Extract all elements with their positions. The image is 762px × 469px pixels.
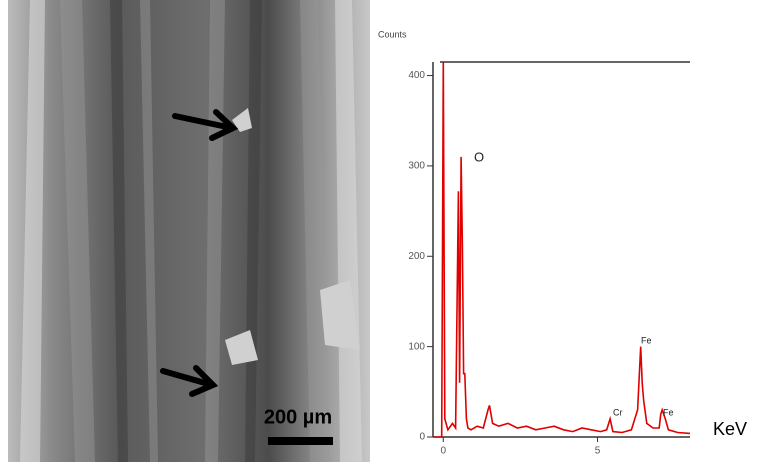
plot-background (376, 20, 690, 469)
peak-label: Fe (663, 407, 674, 417)
y-tick-label: 100 (408, 341, 425, 352)
y-tick-label: 200 (408, 251, 425, 262)
peak-label: O (474, 149, 484, 164)
y-tick-label: 400 (408, 70, 425, 81)
peak-label: Fe (641, 335, 652, 345)
spectrum-line (434, 61, 691, 438)
y-axis-label: Counts (378, 29, 407, 39)
x-tick-label: 5 (595, 446, 601, 457)
y-tick-label: 0 (419, 432, 425, 443)
scale-bar-label: 200 µm (264, 406, 332, 428)
y-tick-label: 300 (408, 161, 425, 172)
scale-bar (268, 437, 333, 445)
peak-label: Cr (613, 407, 623, 417)
x-axis-label: KeV (713, 419, 747, 439)
sem-image: 200 µm (8, 0, 370, 462)
arrow (160, 109, 239, 397)
x-tick-label: 0 (440, 446, 446, 457)
